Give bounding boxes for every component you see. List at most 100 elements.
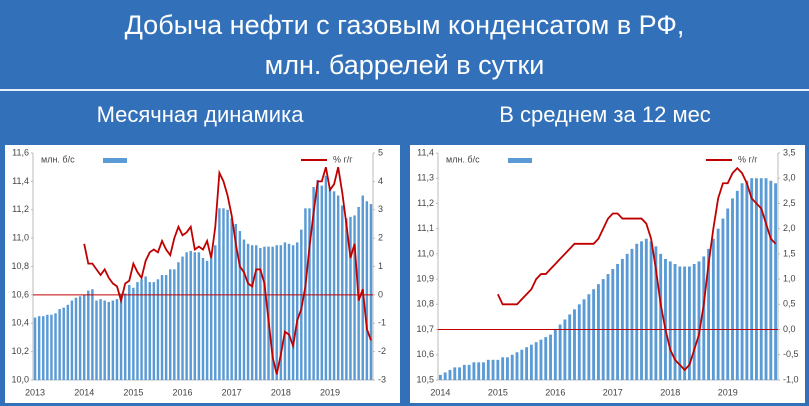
bar <box>692 263 696 380</box>
x-tick-label: 2019 <box>320 387 340 397</box>
y-tick-label: 10,6 <box>11 289 29 299</box>
bar <box>107 301 111 380</box>
bar <box>222 208 225 380</box>
bar <box>115 299 119 380</box>
y2-tick-label: 1,5 <box>783 248 796 258</box>
bar <box>774 183 778 380</box>
bar <box>205 260 209 380</box>
y-tick-label: 11,4 <box>417 147 434 157</box>
bar <box>678 266 682 380</box>
bar <box>472 362 476 380</box>
bar <box>230 218 233 380</box>
x-tick-label: 2013 <box>25 387 45 397</box>
bar <box>345 218 348 380</box>
bar <box>668 261 672 380</box>
y-tick-label: 11,0 <box>12 233 29 243</box>
bar <box>341 205 344 380</box>
bar <box>242 239 246 380</box>
chart: 10,5 10,6 10,7 10,8 10,9 11,0 11,1 11,2 11,3 11,4… <box>410 145 805 403</box>
y2-tick-label: -2 <box>378 346 386 356</box>
bar <box>745 180 749 380</box>
y2-tick-label: -1,0 <box>783 374 799 384</box>
bar <box>529 344 533 380</box>
bar <box>160 275 164 380</box>
bar <box>332 191 336 380</box>
chart: 10,0 10,2 10,4 10,6 10,8 11,0 11,2 11,4 11,6 -3 -2… <box>5 145 400 403</box>
y-tick-label: 10,0 <box>11 374 29 384</box>
bar <box>467 364 471 380</box>
bar <box>214 245 217 380</box>
bar <box>119 293 123 380</box>
bar <box>128 284 131 380</box>
bar <box>635 243 639 380</box>
bar <box>99 299 102 380</box>
bar <box>291 245 295 380</box>
bar <box>458 367 461 380</box>
bar <box>103 300 106 380</box>
y-tick-label: 10,8 <box>11 261 29 271</box>
y-tick-label: 11,2 <box>12 204 29 214</box>
bar <box>506 357 509 380</box>
bar <box>316 179 319 380</box>
title-line: млн. баррелей в сутки <box>264 50 545 80</box>
bar <box>620 258 624 380</box>
bar <box>148 282 151 380</box>
bar <box>91 289 94 380</box>
y2-tick-label: 3,0 <box>783 173 796 183</box>
bar <box>568 314 572 380</box>
legend-label: % г/г <box>333 154 353 164</box>
bar <box>573 309 576 380</box>
bar <box>625 253 629 380</box>
bar <box>716 228 720 380</box>
bar <box>164 275 168 380</box>
bar <box>731 198 734 380</box>
bar <box>197 252 201 380</box>
separator <box>0 89 809 91</box>
x-tick-label: 2015 <box>123 387 143 397</box>
bar <box>750 178 754 380</box>
y2-tick-label: -1 <box>378 318 386 328</box>
y2-tick-label: 0 <box>378 289 383 299</box>
bar <box>755 178 758 380</box>
bar <box>177 262 180 380</box>
bar <box>735 190 739 380</box>
y2-tick-label: 2,0 <box>783 223 796 233</box>
bar <box>697 261 701 380</box>
bar <box>271 246 274 380</box>
x-tick-label: 2017 <box>222 387 242 397</box>
y2-tick-label: 3,5 <box>783 147 796 157</box>
bar <box>304 208 307 380</box>
bar <box>443 372 447 380</box>
bar <box>336 195 340 380</box>
bar <box>279 245 283 380</box>
bar <box>70 300 74 380</box>
bar <box>185 252 188 380</box>
bar <box>37 316 41 380</box>
bar <box>769 180 773 380</box>
chart-title: В среднем за 12 мес <box>499 102 711 127</box>
legend-swatch <box>103 158 127 163</box>
bar <box>673 263 677 380</box>
x-tick-label: 2018 <box>660 387 680 397</box>
bar <box>558 324 562 380</box>
bar <box>365 201 369 380</box>
bar <box>563 319 567 380</box>
x-tick-label: 2016 <box>545 387 565 397</box>
bar <box>764 178 768 380</box>
bar <box>687 266 691 380</box>
bar <box>308 208 311 380</box>
x-tick-label: 2014 <box>430 387 450 397</box>
bar <box>275 245 278 380</box>
bar <box>287 243 291 380</box>
bar <box>582 299 586 380</box>
bar <box>553 329 557 380</box>
bar <box>707 248 710 380</box>
bar <box>592 289 596 380</box>
y-tick-label: 11,4 <box>12 176 29 186</box>
y2-tick-label: 3 <box>378 204 383 214</box>
bar <box>87 290 90 380</box>
y-tick-label: 10,9 <box>416 273 434 283</box>
bar <box>664 258 667 380</box>
bar <box>263 246 266 380</box>
